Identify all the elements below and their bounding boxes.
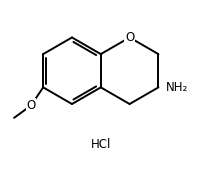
Text: O: O <box>125 31 134 44</box>
Text: HCl: HCl <box>91 138 111 151</box>
Text: NH₂: NH₂ <box>166 81 188 94</box>
Text: O: O <box>26 99 36 112</box>
